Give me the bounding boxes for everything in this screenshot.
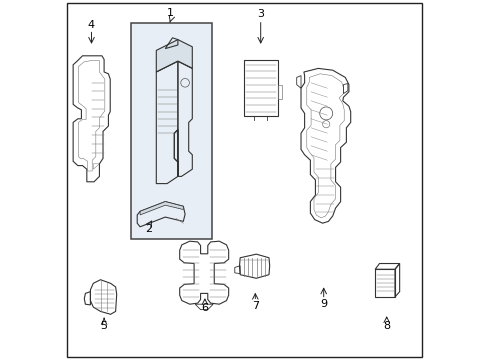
Text: 8: 8 (383, 321, 389, 331)
Bar (277, 85, 282, 99)
Bar (131, 23, 212, 239)
Text: 5: 5 (101, 321, 107, 331)
Bar (243, 60, 277, 116)
Polygon shape (156, 40, 192, 72)
Polygon shape (140, 202, 183, 215)
Text: 2: 2 (145, 224, 152, 234)
Text: 7: 7 (251, 301, 258, 311)
Text: 6: 6 (201, 303, 208, 313)
Text: 1: 1 (167, 8, 174, 18)
Text: 4: 4 (88, 20, 95, 30)
Text: 3: 3 (257, 9, 264, 19)
Text: 9: 9 (320, 299, 326, 309)
